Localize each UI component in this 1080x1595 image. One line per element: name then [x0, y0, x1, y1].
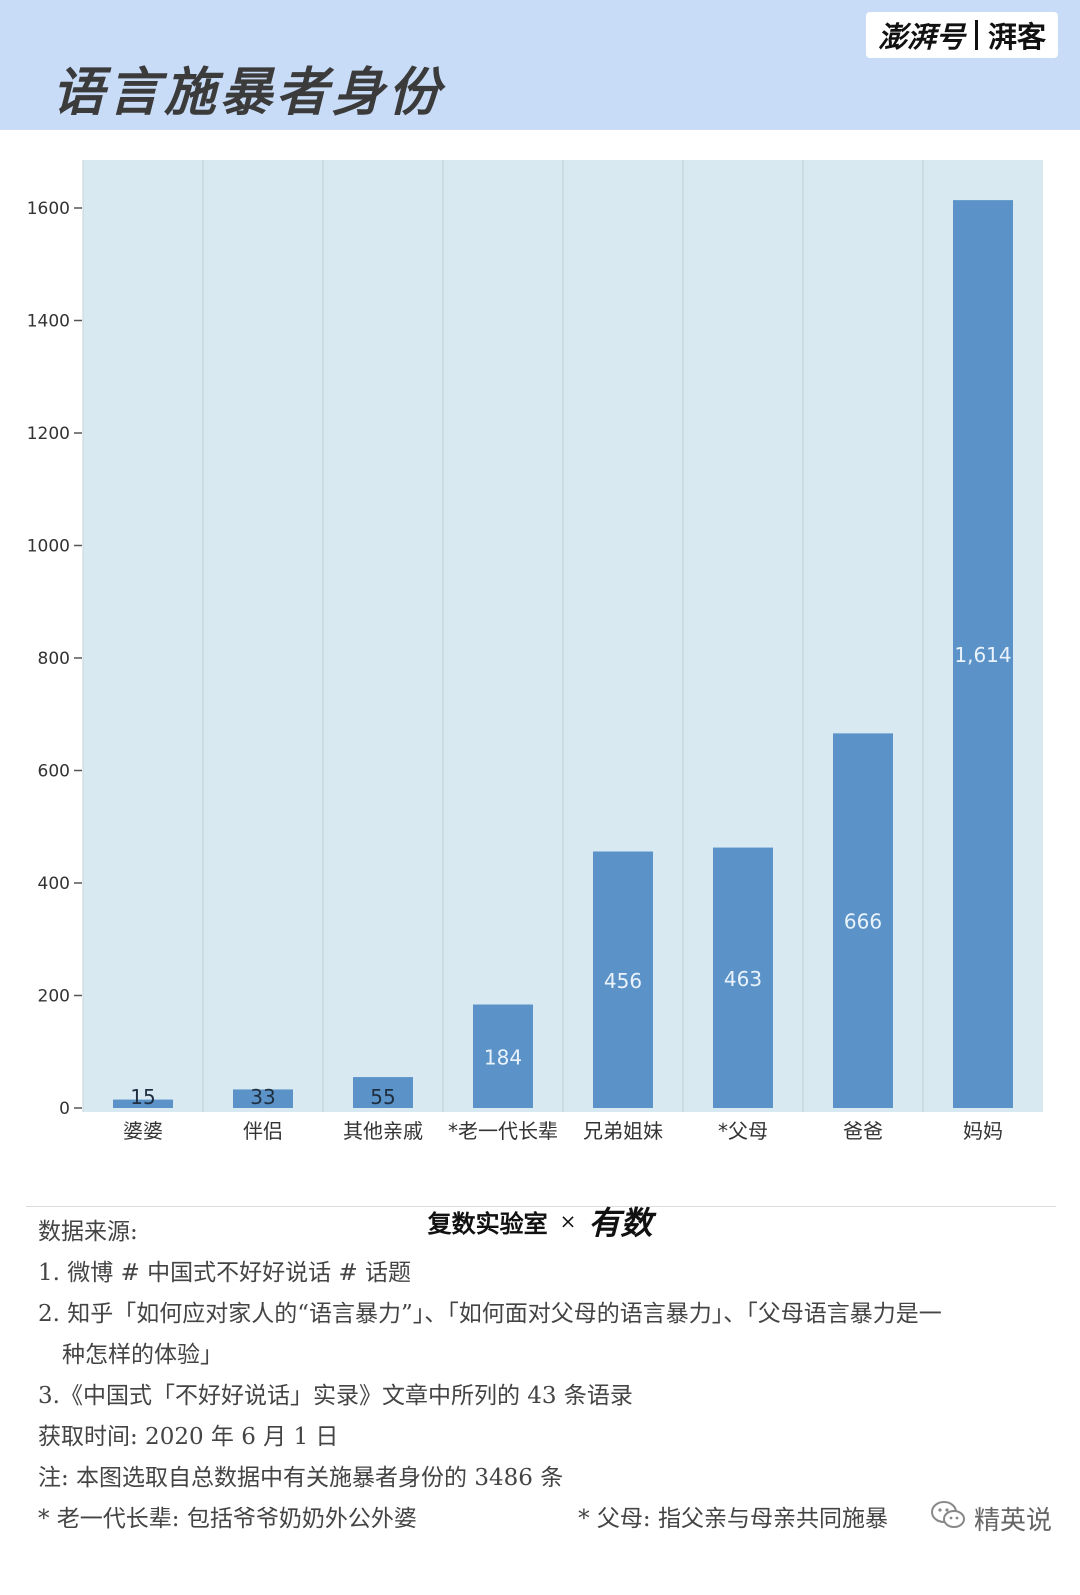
x-category-label: 婆婆 [123, 1119, 163, 1143]
source-item-1: 1. 微博 # 中国式不好好说话 # 话题 [38, 1260, 412, 1286]
credit-partner: 有数 [588, 1204, 653, 1242]
y-tick-label: 0 [59, 1099, 70, 1119]
bar [593, 851, 653, 1108]
credit-separator: × [559, 1209, 577, 1233]
source-item-2: 2. 知乎「如何应对家人的“语言暴力”」、「如何面对父母的语言暴力」、「父母语言… [38, 1301, 942, 1327]
data-label: 15 [130, 1085, 155, 1109]
bar [833, 733, 893, 1108]
bar [473, 1004, 533, 1108]
notes-block: 数据来源: 1. 微博 # 中国式不好好说话 # 话题 2. 知乎「如何应对家人… [38, 1212, 1048, 1540]
bar [953, 200, 1013, 1108]
bar [353, 1077, 413, 1108]
x-category-label: 爸爸 [843, 1119, 883, 1143]
brand-logo: 澎湃号 湃客 [865, 12, 1058, 58]
definition-parents: * 父母: 指父亲与母亲共同施暴 [578, 1506, 888, 1532]
watermark: 精英说 [930, 1500, 1052, 1537]
y-tick-label: 1400 [27, 312, 70, 332]
bar [233, 1089, 293, 1108]
bar-chart: 0 200 400 600 800 1000 1200 1400 1600 15 婆婆 33 伴侣 55 其… [27, 160, 1043, 1143]
sample-note: 注: 本图选取自总数据中有关施暴者身份的 3486 条 [38, 1465, 564, 1491]
definition-elders: * 老一代长辈: 包括爷爷奶奶外公外婆 [38, 1506, 417, 1532]
watermark-text: 精英说 [973, 1506, 1052, 1536]
y-tick-label: 1200 [27, 424, 70, 444]
data-label: 55 [370, 1085, 395, 1109]
brand-secondary: 湃客 [987, 20, 1046, 54]
x-category-label: 兄弟姐妹 [583, 1119, 663, 1143]
brand-divider [974, 20, 978, 50]
source-heading: 数据来源: [38, 1219, 138, 1245]
y-tick-label: 400 [38, 874, 70, 894]
credit-line: 复数实验室 × 有数 [0, 1198, 1080, 1244]
x-category-label: 妈妈 [963, 1119, 1003, 1143]
wechat-icon [930, 1500, 966, 1537]
y-tick-label: 1000 [27, 537, 70, 557]
credit-lab: 复数实验室 [427, 1208, 548, 1238]
bar [713, 847, 773, 1108]
data-label: 184 [484, 1045, 522, 1069]
x-category-label: *父母 [718, 1119, 768, 1143]
data-label: 463 [724, 967, 762, 991]
y-tick-label: 1600 [27, 199, 70, 219]
data-label: 666 [844, 910, 882, 934]
x-category-label: *老一代长辈 [448, 1119, 558, 1143]
bar [113, 1099, 173, 1108]
y-tick-label: 600 [38, 762, 70, 782]
source-item-2-continued: 种怎样的体验」 [62, 1342, 223, 1368]
data-label: 456 [604, 969, 642, 993]
brand-primary: 澎湃号 [877, 20, 965, 54]
source-item-3: 3.《中国式「不好好说话」实录》文章中所列的 43 条语录 [38, 1383, 633, 1409]
retrieval-time: 获取时间: 2020 年 6 月 1 日 [38, 1424, 339, 1450]
page-title: 语言施暴者身份 [52, 62, 445, 123]
y-tick-label: 200 [38, 987, 70, 1007]
definitions-row: * 老一代长辈: 包括爷爷奶奶外公外婆 * 父母: 指父亲与母亲共同施暴 [38, 1499, 888, 1540]
y-tick-label: 800 [38, 649, 70, 669]
x-category-label: 其他亲戚 [343, 1119, 423, 1143]
data-label: 33 [250, 1085, 275, 1109]
x-category-label: 伴侣 [243, 1119, 283, 1143]
header-banner: 语言施暴者身份 澎湃号 湃客 [0, 0, 1080, 130]
data-label: 1,614 [954, 643, 1011, 667]
section-divider [26, 1206, 1056, 1207]
